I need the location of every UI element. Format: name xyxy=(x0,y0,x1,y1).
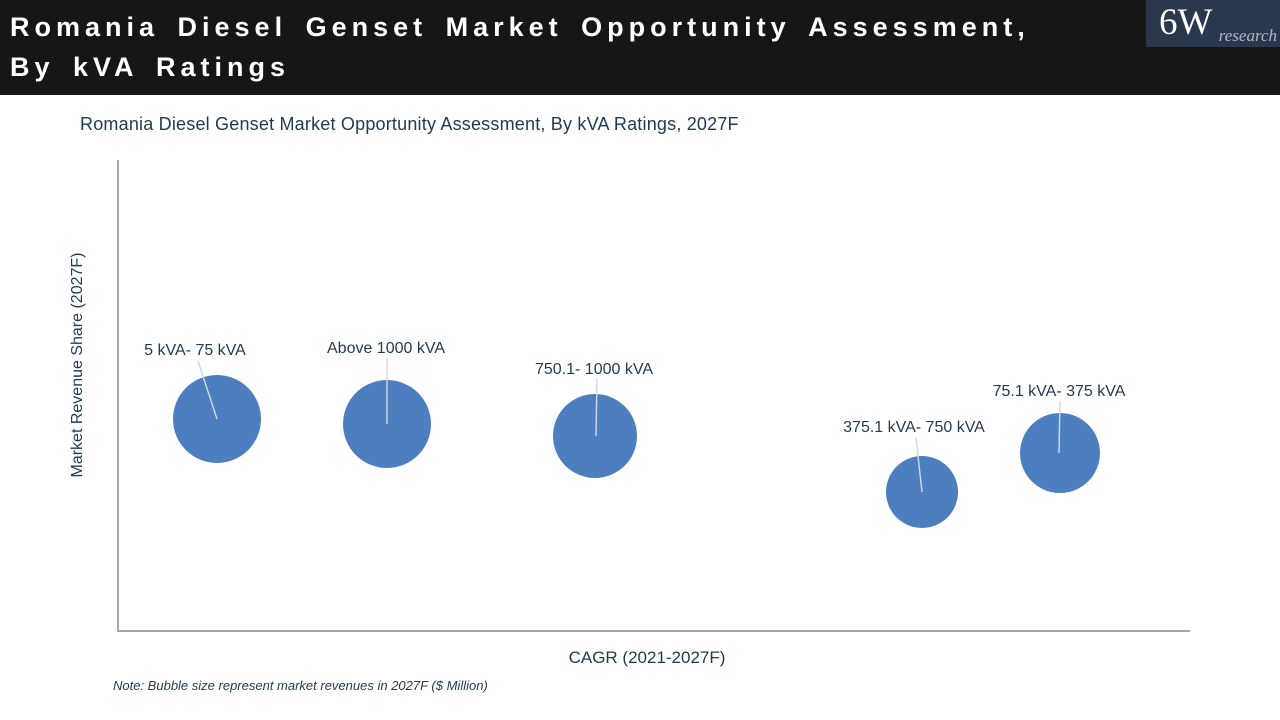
header-banner: Romania Diesel Genset Market Opportunity… xyxy=(0,0,1280,95)
leader-line xyxy=(595,378,598,437)
bubble xyxy=(553,394,637,478)
page-title-line2: By kVA Ratings xyxy=(10,52,291,82)
leader-line xyxy=(1058,400,1061,454)
bubble xyxy=(343,380,431,468)
bubble xyxy=(886,456,958,528)
brand-logo-sub: research xyxy=(1218,26,1277,45)
x-axis-label: CAGR (2021-2027F) xyxy=(568,648,726,667)
x-axis-line xyxy=(117,630,1190,632)
brand-logo: 6W research xyxy=(1146,0,1280,47)
footnote: Note: Bubble size represent market reven… xyxy=(113,678,488,693)
bubble-label: 750.1- 1000 kVA xyxy=(534,361,654,378)
page-title-line1: Romania Diesel Genset Market Opportunity… xyxy=(10,12,1030,42)
chart-area: Romania Diesel Genset Market Opportunity… xyxy=(0,95,1280,720)
bubble-label: Above 1000 kVA xyxy=(326,340,446,357)
y-axis-line xyxy=(117,160,119,631)
bubble-label: 375.1 kVA- 750 kVA xyxy=(843,419,985,436)
leader-line xyxy=(915,437,923,493)
bubble-label: 75.1 kVA- 375 kVA xyxy=(992,383,1126,400)
brand-logo-main: 6W xyxy=(1159,2,1213,43)
bubble-label: 5 kVA- 75 kVA xyxy=(144,342,246,359)
bubble xyxy=(173,375,261,463)
page-title: Romania Diesel Genset Market Opportunity… xyxy=(10,7,1030,87)
leader-line xyxy=(197,360,218,420)
chart-title: Romania Diesel Genset Market Opportunity… xyxy=(80,114,739,134)
bubble xyxy=(1020,413,1100,493)
y-axis-label: Market Revenue Share (2027F) xyxy=(69,252,86,478)
